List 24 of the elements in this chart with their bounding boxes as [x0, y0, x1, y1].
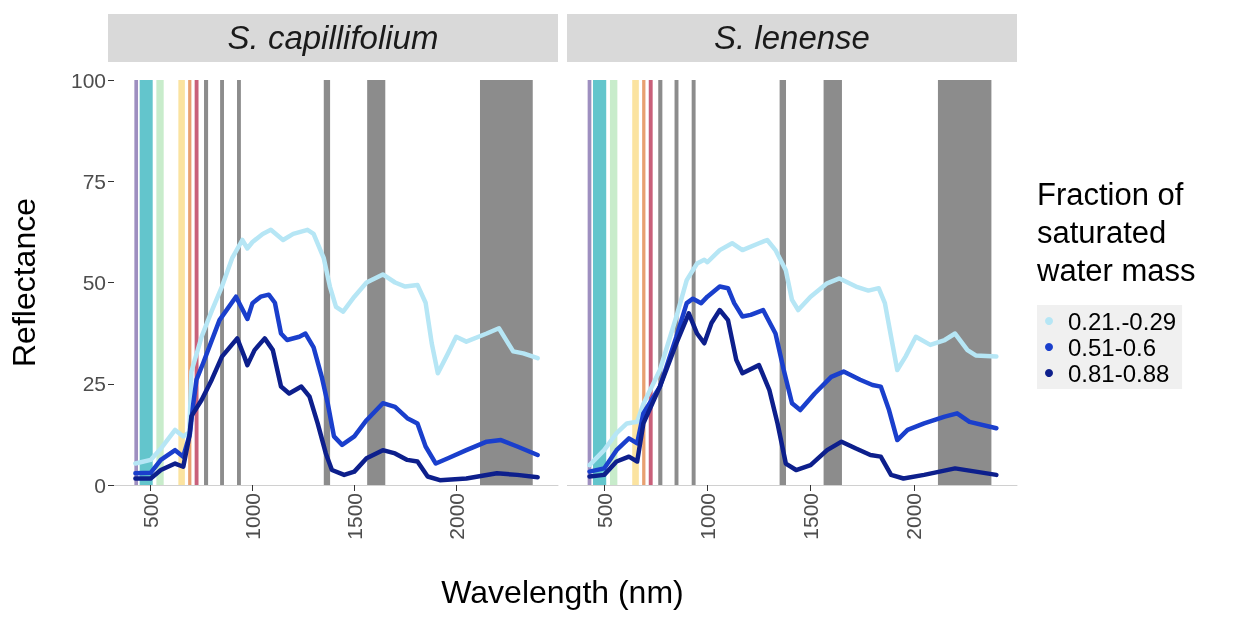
- x-tick-label: 1000: [695, 493, 719, 540]
- x-tick-label: 1500: [799, 493, 823, 540]
- legend-label: 0.51-0.6: [1068, 333, 1157, 361]
- x-tick-label: 1000: [241, 493, 264, 540]
- y-tick-label: 75: [82, 169, 106, 193]
- y-tick-label: 50: [82, 271, 106, 294]
- chart-title: S. lenense: [567, 14, 1017, 62]
- y-tick-label: 0: [94, 473, 106, 497]
- x-axis-title: Wavelength (nm): [440, 574, 685, 611]
- y-tick-label: 25: [82, 372, 106, 396]
- line-series: [133, 227, 540, 466]
- x-tick-label: 500: [592, 493, 616, 529]
- y-axis-title: Reflectance: [6, 198, 42, 367]
- x-tick-label: 500: [139, 493, 163, 529]
- x-tick-label: 2000: [902, 493, 926, 540]
- y-tick-label: 100: [70, 68, 106, 92]
- line-series: [133, 336, 540, 483]
- legend-label: 0.81-0.88: [1068, 359, 1170, 387]
- x-tick-label: 2000: [444, 493, 468, 540]
- line-series: [133, 292, 540, 476]
- chart-title: S. capillifolium: [108, 14, 558, 62]
- legend-title: Fraction of saturated water mass: [1036, 176, 1196, 288]
- legend-label: 0.21.-0.29: [1068, 307, 1177, 335]
- x-tick-label: 1500: [342, 493, 366, 540]
